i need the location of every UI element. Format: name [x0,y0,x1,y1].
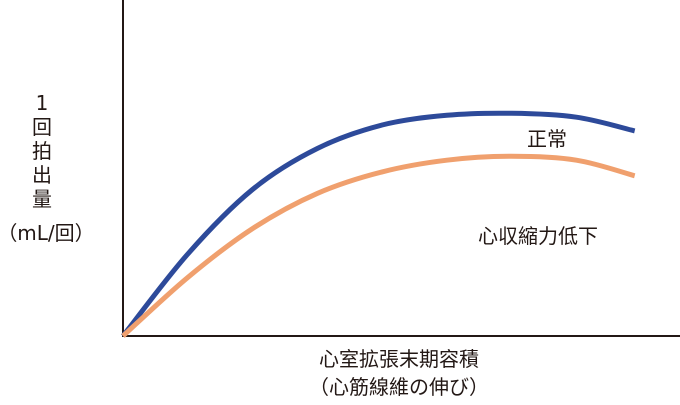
x-axis-label-sub: （心筋線維の伸び） [309,375,489,399]
y-axis-label-char-5: 量 [32,187,52,211]
x-axis-label: 心室拡張末期容積 [319,347,479,371]
y-axis-label-char-2: 回 [32,115,52,139]
series-label-normal: 正常 [527,127,567,151]
y-axis-label-char-3: 拍 [32,139,52,163]
y-axis-label-char-4: 出 [32,163,52,187]
series-line-1 [121,110,636,338]
y-axis-label-char-1: 1 [36,91,49,115]
series-label-reduced-contractility: 心収縮力低下 [478,224,598,248]
series-line-2 [121,153,636,338]
y-axis-label-unit: （mL/回） [0,221,95,245]
